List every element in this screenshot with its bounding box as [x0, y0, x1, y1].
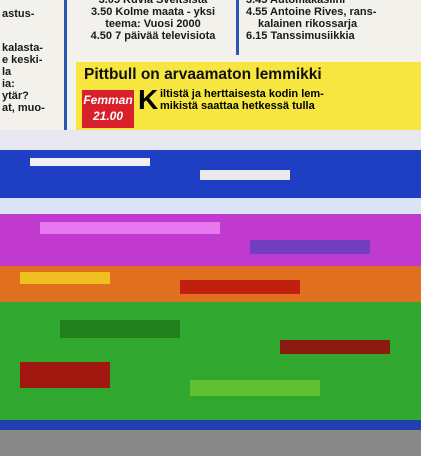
left-column: astus-kalasta-e keski-la ia: ytär? at, muo- [2, 8, 45, 114]
text-line: e keski- [2, 54, 43, 66]
feature-line: iltistä ja herttaisesta kodin lem- [160, 88, 324, 100]
program-line: teema: Vuosi 2000 [105, 18, 201, 30]
text-line: ia: [2, 78, 15, 90]
column-rule [236, 0, 239, 55]
program-line: 3.50 Kolme maata - yksi [90, 6, 216, 18]
feature-text: iltistä ja herttaisesta kodin lem-mikist… [160, 88, 324, 112]
drop-cap: K [138, 84, 159, 115]
program-line: kalainen rikossarja [258, 18, 358, 30]
feature-title: Pittbull on arvaamaton lemmikki [84, 66, 322, 83]
feature-line: mikistä saattaa hetkessä tulla [160, 100, 315, 112]
program-line: 4.55 Antoine Rives, rans- [246, 6, 377, 18]
text-line: astus- [2, 8, 35, 20]
feature-box: Pittbull on arvaamaton lemmikki Femman 2… [76, 62, 421, 134]
text-line: kalasta- [2, 42, 43, 54]
program-line: 6.15 Tanssimusiikkia [246, 30, 355, 42]
right-column: 3.45 Automakasiini 4.55 Antoine Rives, ra… [246, 0, 376, 42]
program-line: 3.05 Kuvia Sveitsistä [98, 0, 208, 6]
text-line: ytär? [2, 90, 29, 102]
column-rule [64, 0, 67, 130]
middle-column: 3.05 Kuvia Sveitsistä 3.50 Kolme maata - … [78, 0, 228, 42]
program-line: 3.45 Automakasiini [246, 0, 346, 6]
text-line: at, muo- [2, 102, 45, 114]
corrupted-area [0, 130, 421, 456]
text-line: la [2, 66, 12, 78]
program-line: 4.50 7 päivää televisiota [90, 30, 216, 42]
channel: Femman [83, 93, 133, 107]
channel-badge: Femman 21.00 [82, 90, 134, 128]
time: 21.00 [92, 109, 124, 123]
